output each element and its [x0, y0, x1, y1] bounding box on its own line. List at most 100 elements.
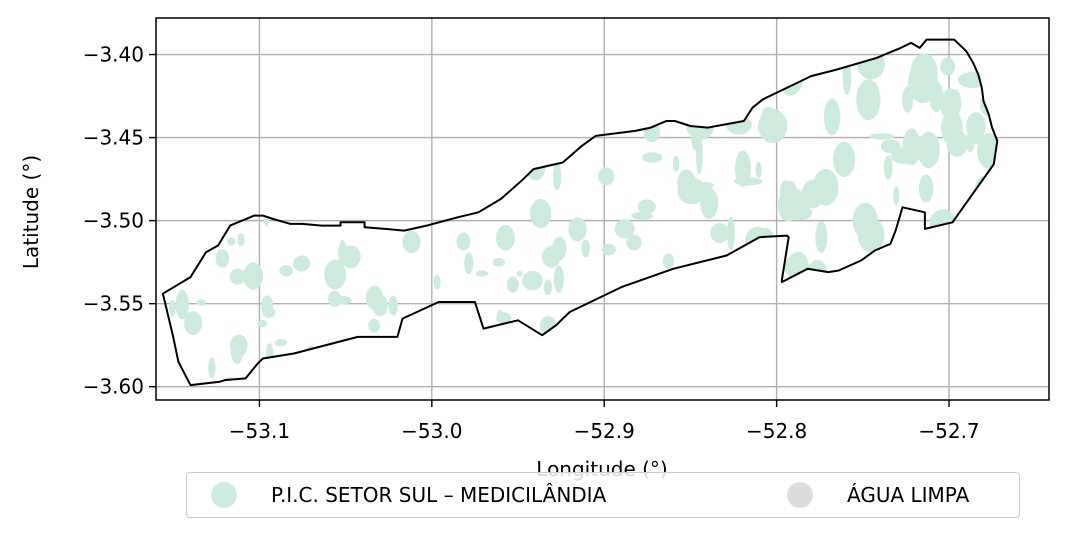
legend-marker-circle: [211, 482, 237, 508]
land-cover-patch: [253, 164, 272, 173]
land-cover-patch: [513, 39, 533, 62]
land-cover-patch: [709, 323, 728, 350]
land-cover-patch: [244, 83, 256, 97]
land-cover-patch: [402, 230, 421, 254]
land-cover-patch: [263, 198, 270, 227]
land-cover-patch: [623, 92, 637, 104]
y-tick-label: −3.45: [83, 126, 144, 150]
land-cover-patch: [195, 172, 215, 199]
land-cover-patch: [230, 335, 244, 364]
land-cover-patch: [500, 63, 520, 70]
y-tick-label: −3.55: [83, 292, 144, 316]
land-cover-patch: [941, 110, 963, 147]
land-cover-patch: [397, 137, 407, 167]
land-cover-patch: [725, 55, 745, 67]
land-cover-patch: [261, 295, 274, 317]
land-cover-patch: [806, 259, 828, 293]
land-cover-patch: [215, 249, 230, 268]
land-cover-patch: [449, 307, 466, 316]
legend-label: P.I.C. SETOR SUL – MEDICILÂNDIA: [271, 483, 607, 507]
land-cover-patch: [169, 299, 176, 317]
land-cover-patch: [496, 224, 515, 251]
land-cover-patch: [966, 112, 986, 141]
land-cover-patch: [858, 283, 874, 315]
land-cover-patch: [755, 227, 777, 269]
land-cover-patch: [976, 351, 987, 386]
land-cover-patch: [823, 98, 841, 136]
land-cover-patch: [793, 41, 814, 71]
land-cover-patch: [492, 257, 505, 267]
land-cover-patch: [388, 295, 398, 316]
land-cover-patch: [802, 361, 816, 386]
land-cover-patch: [701, 279, 731, 292]
land-cover-patch: [787, 69, 795, 86]
land-cover-patch: [911, 353, 924, 378]
land-cover-patch: [521, 270, 543, 291]
land-cover-patch: [394, 144, 408, 151]
land-cover-patch: [556, 39, 570, 50]
land-cover-patch: [832, 141, 856, 177]
land-cover-patch: [940, 57, 956, 76]
legend-item-pic-setor-sul: P.I.C. SETOR SUL – MEDICILÂNDIA: [211, 473, 606, 517]
land-cover-patch: [475, 270, 489, 277]
land-cover-patch: [553, 265, 564, 293]
land-cover-patch: [814, 39, 838, 62]
land-cover-patch: [778, 309, 788, 350]
land-cover-patch: [356, 76, 370, 107]
land-cover-patch: [893, 311, 920, 342]
land-cover-patch: [754, 63, 765, 78]
land-cover-patch: [456, 232, 471, 251]
land-cover-patch: [166, 83, 188, 108]
land-cover-patch: [898, 359, 924, 377]
land-cover-patch: [506, 276, 519, 293]
land-cover-patch: [162, 122, 172, 134]
land-cover-patch: [442, 192, 459, 204]
land-cover-patch: [359, 39, 380, 60]
land-cover-patch: [229, 268, 246, 285]
land-cover-patch: [626, 234, 642, 251]
land-cover-patch: [708, 42, 715, 81]
land-cover-patch: [902, 86, 914, 113]
y-axis-title: Latitude (°): [19, 155, 43, 269]
land-cover-inside-boundary: [162, 39, 998, 386]
legend: P.I.C. SETOR SUL – MEDICILÂNDIA ÁGUA LIM…: [186, 472, 1020, 518]
land-cover-patch: [550, 82, 573, 104]
land-cover-patch: [677, 169, 696, 195]
land-cover-patch: [243, 262, 264, 290]
land-cover-patch: [975, 360, 998, 386]
land-cover-patch: [377, 160, 390, 179]
land-cover-patch: [980, 355, 989, 372]
land-cover-patch: [869, 253, 899, 279]
land-cover-patch: [508, 157, 516, 171]
land-cover-patch: [333, 139, 344, 157]
land-cover-patch: [869, 133, 895, 140]
land-cover-patch: [743, 74, 755, 91]
legend-marker-circle: [787, 482, 813, 508]
land-cover-patch: [328, 290, 342, 308]
land-cover-patch: [916, 234, 928, 255]
land-cover-patch: [627, 68, 648, 85]
land-cover-patch: [883, 155, 893, 180]
land-cover-patch: [814, 279, 822, 295]
land-cover-patch: [726, 216, 735, 251]
land-cover-patch: [174, 178, 181, 198]
y-tick-label: −3.50: [83, 209, 144, 233]
land-cover-patch: [841, 334, 870, 359]
land-cover-patch: [980, 278, 998, 286]
land-cover-patch: [735, 150, 751, 187]
land-cover-patch: [853, 39, 863, 64]
x-tick-label: −52.8: [746, 419, 807, 443]
land-cover-patch: [588, 357, 597, 386]
land-cover-patch: [493, 162, 514, 178]
land-cover-patch: [466, 342, 478, 370]
study-area-boundary: [161, 38, 999, 387]
legend-label: ÁGUA LIMPA: [847, 483, 970, 507]
land-cover-patch: [208, 357, 216, 379]
land-cover-patch: [585, 336, 593, 345]
x-tick-label: −52.9: [574, 419, 635, 443]
land-cover-patch: [856, 79, 881, 121]
land-cover-patch: [662, 253, 675, 269]
land-cover-patch: [818, 47, 836, 60]
land-cover-patch: [920, 177, 930, 199]
